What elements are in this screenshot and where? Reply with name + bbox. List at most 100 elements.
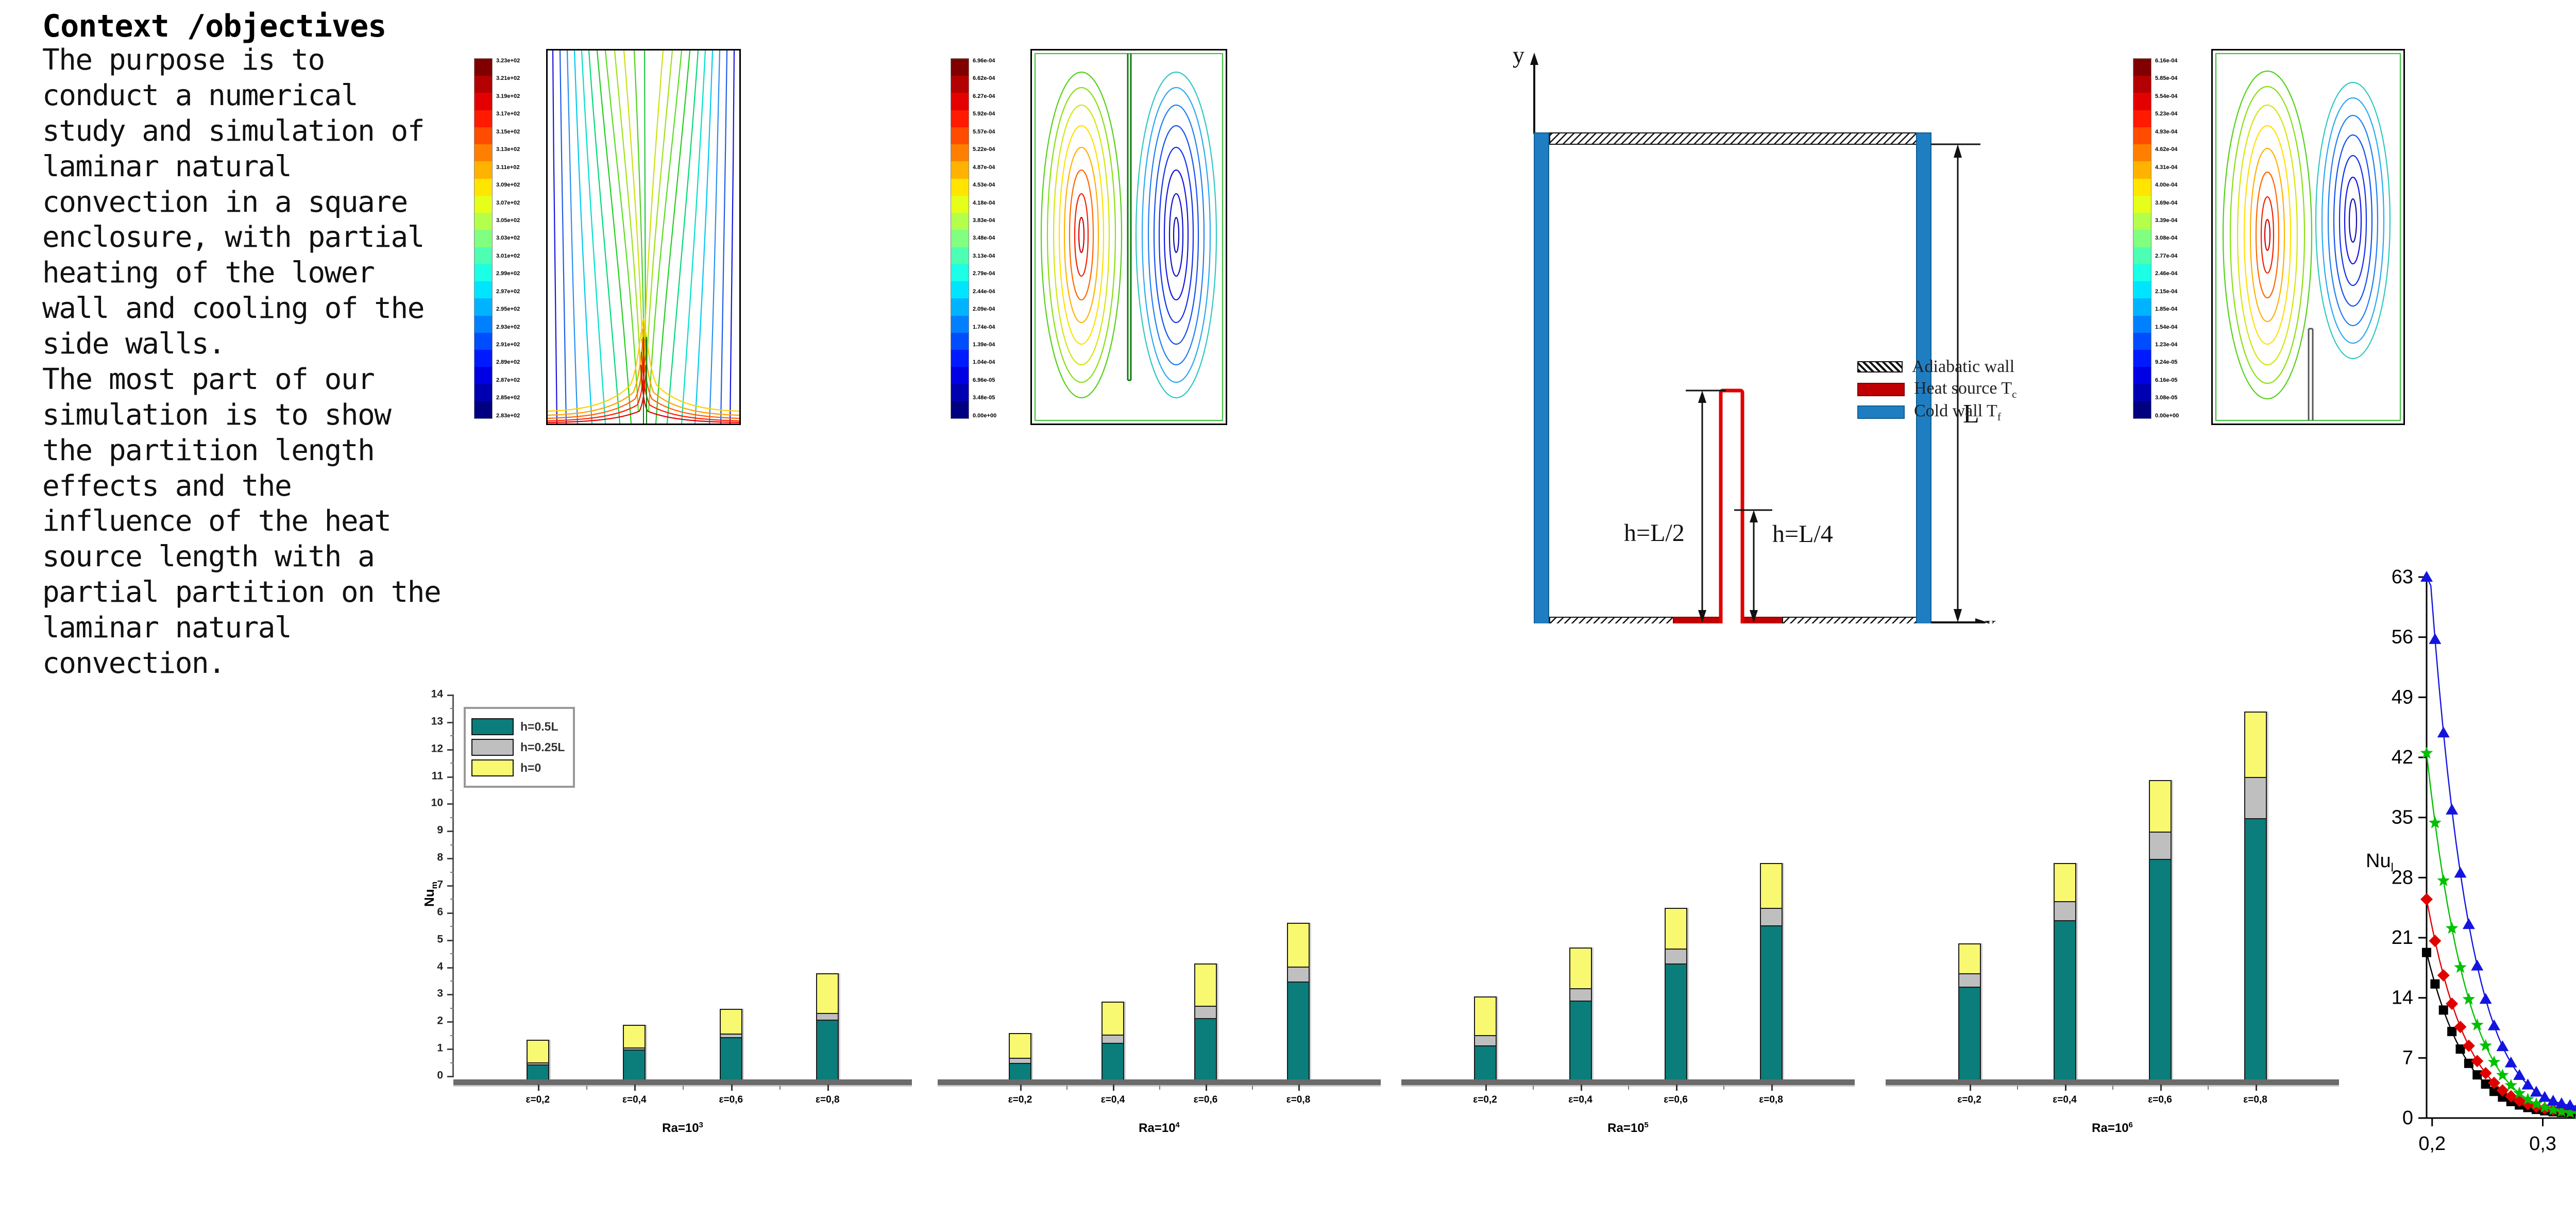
colorbar-swatch <box>951 213 969 230</box>
bar-chart-x-tick <box>1580 1085 1582 1091</box>
bar-chart-x-tick <box>537 1085 539 1091</box>
bar-chart-y-tick-label: 5 <box>437 933 443 945</box>
bar-chart-bar[interactable] <box>1287 923 1310 1079</box>
colorbar-tick-label: 3.13e+02 <box>496 146 520 153</box>
data-point-marker <box>2446 803 2459 815</box>
colorbar-swatch <box>2133 367 2151 384</box>
bar-segment-h05L <box>1958 987 1981 1079</box>
colorbar-swatch <box>951 367 969 384</box>
bar-legend-row: h=0.25L <box>471 739 565 756</box>
contour-plot-svg <box>2215 53 2401 421</box>
colorbar-tick-label: 3.11e+02 <box>496 164 520 171</box>
context-line-5: enclosure, with partial <box>42 221 425 255</box>
bar-chart-bar[interactable] <box>719 1008 742 1079</box>
bar-legend-label: h=0 <box>520 761 541 774</box>
context-line-7: wall and cooling of the <box>42 292 425 326</box>
bar-segment-h05L <box>623 1049 646 1079</box>
data-point-marker <box>2538 1091 2551 1102</box>
bar-segment-h025L <box>816 1012 839 1020</box>
colorbar-tick-labels: 6.16e-04 5.85e-04 5.54e-04 5.23e-04 4.93e-04… <box>2155 58 2179 419</box>
colorbar-tick-label: 5.22e-04 <box>973 146 995 153</box>
bar-chart-bar[interactable] <box>2053 862 2076 1079</box>
bar-chart-bar[interactable] <box>1473 996 1497 1079</box>
bar-chart-x-tick-label: ε=0,2 <box>526 1094 550 1105</box>
bar-chart-y-minor-tick <box>450 871 454 873</box>
context-objectives-section: Context /objectives The purpose is to con… <box>42 10 442 682</box>
context-paragraph: The purpose is to conduct a numerical stud… <box>42 43 442 682</box>
bar-chart-bar[interactable] <box>2148 780 2172 1079</box>
data-point-marker <box>2564 1106 2576 1119</box>
bar-segment-h025L <box>1664 949 1687 964</box>
data-point-marker <box>2479 993 2492 1004</box>
colorbar-swatch <box>474 332 492 350</box>
data-point-marker <box>2471 959 2484 971</box>
bar-chart-bar[interactable] <box>526 1040 549 1079</box>
data-point-marker <box>2429 935 2442 948</box>
bar-chart-y-tick-label: 1 <box>437 1042 443 1054</box>
bar-chart-bar[interactable] <box>623 1025 646 1079</box>
bar-chart-x-minor-tick <box>2112 1086 2113 1090</box>
bar-chart-bar[interactable] <box>2244 712 2267 1079</box>
data-point-marker <box>2504 1056 2517 1068</box>
colorbar-swatch <box>474 76 492 93</box>
bar-chart-x-tick <box>1969 1085 1971 1091</box>
data-point-marker <box>2472 1070 2482 1080</box>
colorbar-swatch <box>2133 127 2151 145</box>
context-line-3: laminar natural <box>42 149 292 183</box>
bar-chart-bar[interactable] <box>1009 1033 1031 1079</box>
colorbar-tick-label: 2.91e+02 <box>496 342 520 348</box>
bar-chart-x-tick <box>1771 1085 1773 1091</box>
data-point-marker <box>2555 1097 2568 1108</box>
colorbar-tick-label: 3.23e+02 <box>496 58 520 64</box>
bar-chart-y-tick-label: 6 <box>437 906 443 918</box>
data-point-marker <box>2555 1105 2568 1117</box>
legend-label-cold-wall: Cold wall T <box>1914 401 1997 420</box>
heat-source-swatch-icon <box>1857 383 1905 396</box>
bar-chart-y-tick <box>447 885 454 887</box>
bar-chart-bar[interactable] <box>1101 1002 1124 1079</box>
colorbar-tick-label: 9.24e-05 <box>2155 359 2178 366</box>
bar-chart-x-tick <box>1675 1085 1677 1091</box>
colorbar-swatch <box>951 59 969 76</box>
colorbar-streamfunction-left: 6.96e-04 6.62e-04 6.27e-04 5.92e-04 5.57e-04… <box>951 58 996 419</box>
colorbar-swatch <box>474 367 492 384</box>
data-point-marker <box>2496 1068 2509 1081</box>
colorbar-tick-label: 2.79e-04 <box>973 270 995 277</box>
colorbar-swatch <box>951 178 969 196</box>
contour-canvas-temperature-left <box>546 49 741 425</box>
bar-chart-baseline <box>1886 1079 2339 1085</box>
bar-chart-group: ε=0,2 ε=0,4 ε=0,6 ε=0,8 Ra=106 <box>1886 695 2339 1135</box>
colorbar-tick-label: 3.15e+02 <box>496 128 520 135</box>
bar-chart-bar[interactable] <box>1569 947 1592 1079</box>
bar-chart-x-tick <box>1485 1085 1487 1091</box>
bar-chart-x-minor-tick <box>1066 1086 1067 1090</box>
bar-chart-x-tick-label: ε=0,4 <box>2053 1094 2077 1105</box>
colorbar-tick-label: 3.08e-05 <box>2155 395 2178 401</box>
bar-segment-h025L <box>1287 966 1310 982</box>
bar-chart-bar[interactable] <box>1664 908 1687 1079</box>
bar-chart-bar[interactable] <box>816 973 839 1079</box>
colorbar-swatch <box>474 349 492 367</box>
colorbar-swatch <box>2133 110 2151 127</box>
colorbar-tick-label: 3.21e+02 <box>496 75 520 82</box>
bar-segment-h05L <box>1287 981 1310 1079</box>
bar-legend-label: h=0.25L <box>520 740 565 754</box>
bar-chart-x-tick-label: ε=0,4 <box>1568 1094 1592 1105</box>
bar-chart-bar[interactable] <box>1958 943 1981 1079</box>
legend-label-adiabatic-wall: Adiabatic wall <box>1912 357 2015 376</box>
colorbar-tick-label: 1.54e-04 <box>2155 324 2178 330</box>
context-line-9: The most part of our <box>42 362 375 396</box>
bar-segment-h0 <box>2148 780 2172 832</box>
bar-chart-y-tick-label: 4 <box>437 960 443 973</box>
bar-chart-y-minor-tick <box>450 708 454 709</box>
data-point-marker <box>2438 1005 2448 1015</box>
colorbar-swatch <box>951 195 969 213</box>
bar-chart-bar[interactable] <box>1194 963 1217 1079</box>
colorbar-tick-label: 2.87e+02 <box>496 377 520 383</box>
data-point-marker <box>2430 979 2440 989</box>
colorbar-swatch <box>2133 76 2151 93</box>
bar-segment-h025L <box>719 1034 742 1038</box>
bar-chart-bar[interactable] <box>1759 862 1783 1079</box>
colorbar-temperature-left: 3.23e+02 3.21e+02 3.19e+02 3.17e+02 3.15e+02… <box>474 58 520 419</box>
colorbar-tick-label: 3.01e+02 <box>496 252 520 259</box>
